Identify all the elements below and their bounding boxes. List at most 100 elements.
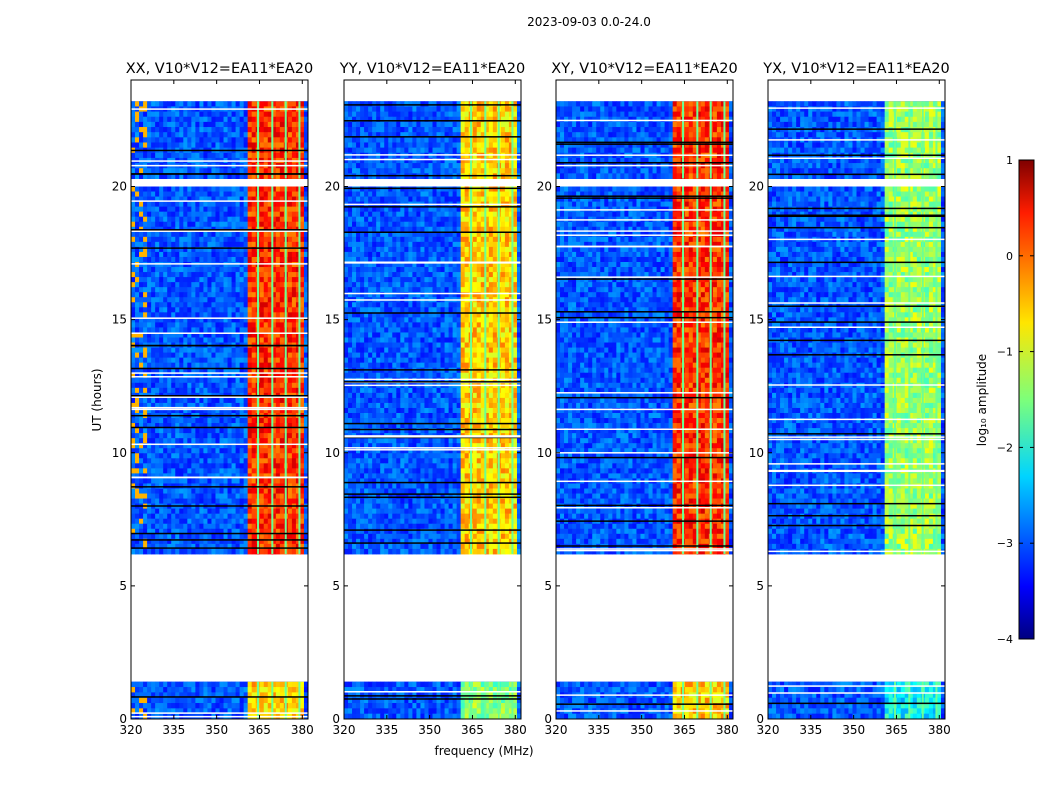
heatmap-cell	[271, 681, 277, 688]
heatmap-cell	[420, 186, 425, 193]
heatmap-cell	[139, 111, 144, 118]
heatmap-cell	[231, 697, 237, 704]
heatmap-cell	[183, 463, 188, 469]
heatmap-cell	[436, 708, 442, 715]
heatmap-cell	[171, 533, 176, 540]
heatmap-cell	[191, 372, 196, 379]
heatmap-cell	[175, 317, 180, 323]
heatmap-cell	[291, 548, 297, 555]
heatmap-cell	[187, 438, 192, 444]
heatmap-cell	[259, 191, 265, 198]
heatmap-cell	[263, 327, 269, 333]
heatmap-cell	[147, 173, 152, 180]
heatmap-cell	[235, 397, 241, 404]
heatmap-cell	[247, 121, 253, 128]
heatmap-cell	[259, 523, 265, 530]
heatmap-cell	[171, 493, 176, 500]
heatmap-cell	[147, 473, 152, 479]
heatmap-cell	[199, 196, 204, 203]
heatmap-cell	[247, 418, 253, 424]
heatmap-cell	[187, 332, 192, 338]
heatmap-cell	[215, 397, 220, 404]
heatmap-cell	[135, 458, 140, 464]
heatmap-cell	[299, 287, 305, 293]
heatmap-cell	[155, 173, 160, 180]
heatmap-cell	[348, 186, 353, 193]
heatmap-cell	[344, 697, 349, 704]
heatmap-cell	[179, 448, 184, 454]
heatmap-cell	[368, 681, 373, 688]
heatmap-cell	[267, 548, 273, 555]
heatmap-cell	[239, 211, 245, 218]
heatmap-cell	[420, 708, 425, 715]
flagged-row	[131, 164, 308, 167]
heatmap-cell	[303, 236, 309, 243]
heatmap-cell	[199, 387, 204, 394]
heatmap-cell	[231, 438, 237, 444]
heatmap-cell	[131, 367, 136, 374]
heatmap-cell	[139, 267, 144, 273]
heatmap-cell	[215, 186, 220, 193]
heatmap-cell	[275, 377, 281, 384]
heatmap-cell	[159, 493, 164, 500]
coverage-segment	[131, 101, 309, 180]
heatmap-cell	[183, 438, 188, 444]
heatmap-cell	[303, 407, 309, 414]
heatmap-cell	[263, 101, 269, 107]
heatmap-cell	[167, 307, 172, 313]
heatmap-cell	[364, 226, 369, 233]
heatmap-cell	[227, 137, 233, 143]
heatmap-cell	[239, 402, 245, 409]
heatmap-cell	[223, 513, 229, 520]
flagged-row	[131, 376, 308, 378]
heatmap-cell	[295, 681, 301, 688]
heatmap-cell	[223, 297, 229, 303]
heatmap-cell	[183, 261, 188, 268]
heatmap-cell	[243, 307, 249, 313]
heatmap-cell	[135, 387, 140, 394]
heatmap-cell	[151, 246, 156, 253]
heatmap-cell	[179, 418, 184, 424]
heatmap-cell	[295, 241, 301, 248]
heatmap-cell	[247, 352, 253, 359]
heatmap-cell	[291, 231, 297, 238]
heatmap-cell	[448, 186, 454, 193]
heatmap-cell	[344, 206, 349, 213]
heatmap-cell	[428, 186, 433, 193]
heatmap-cell	[295, 312, 301, 318]
heatmap-cell	[183, 528, 188, 535]
heatmap-cell	[191, 347, 196, 354]
heatmap-cell	[199, 132, 204, 138]
channel-stripe	[257, 681, 260, 719]
heatmap-cell	[243, 468, 249, 474]
heatmap-cell	[227, 142, 233, 149]
heatmap-cell	[267, 327, 273, 333]
heatmap-cell	[175, 708, 180, 715]
heatmap-cell	[143, 282, 148, 288]
heatmap-cell	[203, 513, 208, 520]
heatmap-cell	[235, 377, 241, 384]
heatmap-cell	[139, 317, 144, 323]
heatmap-cell	[219, 453, 225, 459]
heatmap-cell	[263, 543, 269, 550]
heatmap-cell	[163, 708, 168, 715]
heatmap-cell	[472, 186, 478, 193]
heatmap-cell	[508, 191, 514, 198]
heatmap-cell	[207, 186, 212, 193]
heatmap-cell	[183, 708, 188, 715]
heatmap-cell	[199, 423, 204, 429]
heatmap-cell	[199, 538, 204, 545]
heatmap-cell	[247, 261, 253, 268]
heatmap-cell	[275, 168, 281, 174]
heatmap-cell	[155, 513, 160, 520]
heatmap-cell	[167, 681, 172, 688]
heatmap-cell	[348, 681, 353, 688]
heatmap-cell	[187, 543, 192, 550]
heatmap-cell	[187, 418, 192, 424]
heatmap-cell	[243, 357, 249, 364]
heatmap-cell	[227, 518, 233, 525]
heatmap-cell	[183, 402, 188, 409]
heatmap-cell	[247, 372, 253, 379]
heatmap-cell	[139, 347, 144, 354]
heatmap-cell	[195, 236, 200, 243]
